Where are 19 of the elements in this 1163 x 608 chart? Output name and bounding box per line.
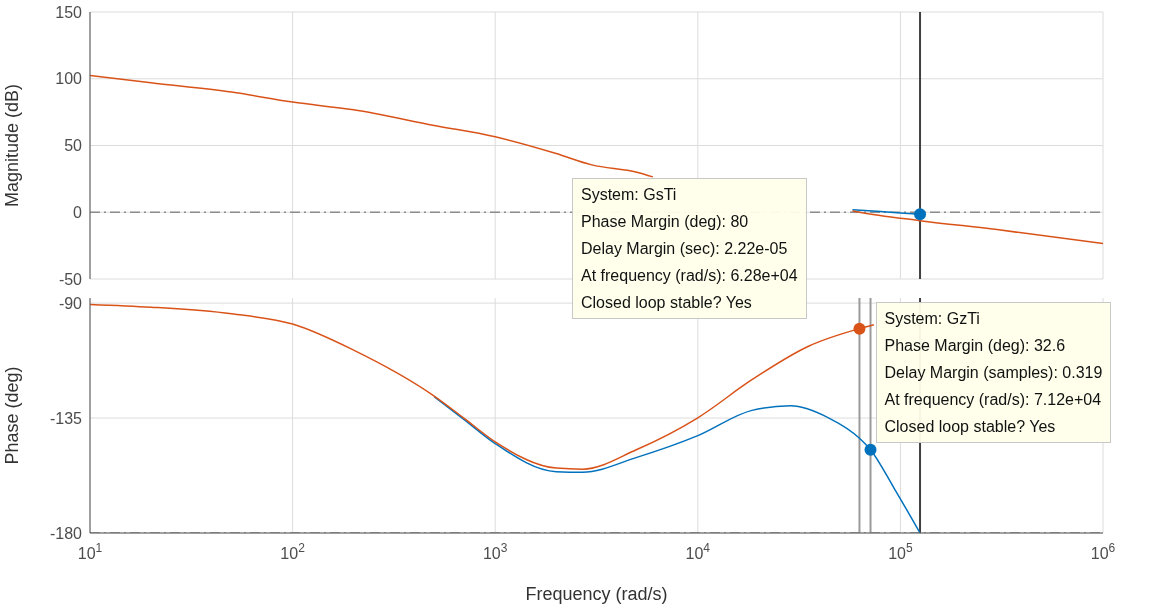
x-axis-title: Frequency (rad/s): [525, 584, 668, 604]
y-axis-title: Magnitude (dB): [2, 83, 23, 208]
y-tick-label: 100: [55, 70, 83, 88]
annotation: System: GsTi Phase Margin (deg): 80 Delay Margin (sec): 2.22e-05 At frequency (rad/s): 6.28e+04 Closed loop stable? Yes: [572, 178, 807, 319]
y-tick-label: -135: [49, 409, 83, 427]
x-tick-label: 10$^{3}$: [482, 541, 508, 562]
x-tick-label: 10$^{6}$: [1090, 541, 1116, 562]
x-tick-label: 10$^{2}$: [280, 541, 306, 562]
y-tick-label: 50: [64, 137, 83, 155]
y-tick-label: -90: [58, 294, 83, 312]
y-tick-label: 150: [55, 3, 83, 21]
x-tick-label: 10$^{1}$: [77, 541, 103, 562]
y-axis-title: Phase (deg): [2, 366, 23, 465]
y-tick-label: -180: [49, 524, 83, 542]
annotation: System: GzTi Phase Margin (deg): 32.6 Delay Margin (samples): 0.319 At frequency (rad/s): 7.12e+04 Closed loop stable? Yes: [875, 301, 1112, 443]
y-tick-label: -50: [58, 270, 83, 288]
y-tick-label: 0: [73, 203, 83, 221]
x-tick-label: 10$^{5}$: [888, 541, 913, 562]
x-tick-label: 10$^{4}$: [685, 541, 711, 562]
